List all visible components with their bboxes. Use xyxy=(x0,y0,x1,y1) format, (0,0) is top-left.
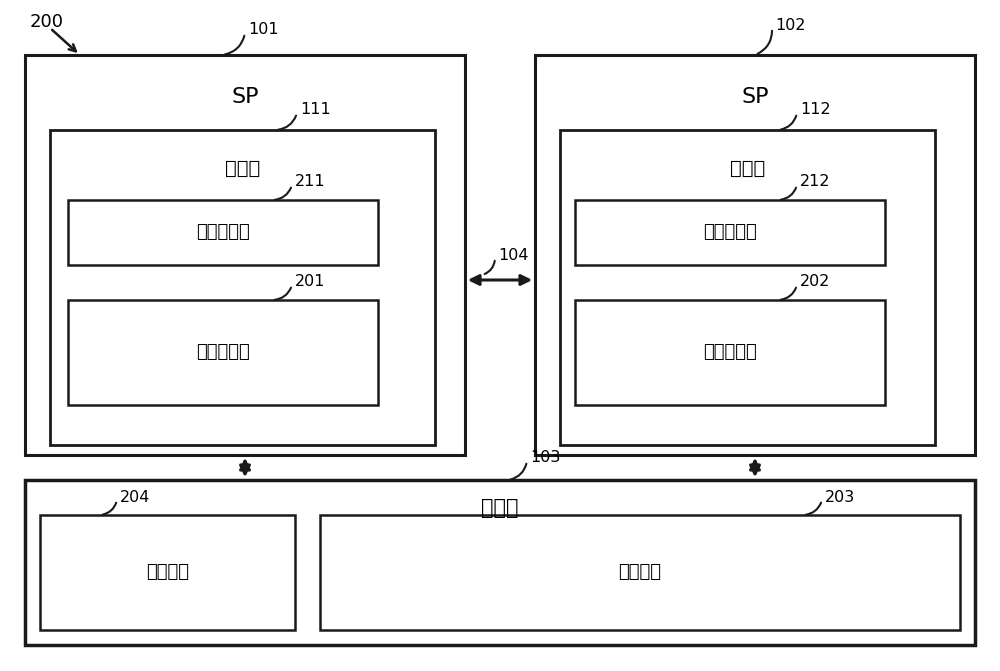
Text: 211: 211 xyxy=(295,174,326,189)
Text: 103: 103 xyxy=(530,450,560,466)
Bar xyxy=(50,130,435,445)
Text: 112: 112 xyxy=(800,103,831,117)
Text: 存储器: 存储器 xyxy=(225,158,260,178)
Text: 203: 203 xyxy=(825,490,855,505)
Text: 212: 212 xyxy=(800,174,830,189)
Text: 工作缓冲器: 工作缓冲器 xyxy=(703,344,757,362)
Bar xyxy=(68,300,378,405)
Bar xyxy=(575,300,885,405)
Text: 204: 204 xyxy=(120,490,150,505)
Text: 102: 102 xyxy=(775,17,806,32)
Bar xyxy=(68,200,378,265)
Bar xyxy=(25,55,465,455)
Text: 临时缓冲器: 临时缓冲器 xyxy=(196,223,250,242)
Text: 101: 101 xyxy=(248,23,279,38)
Text: 工作区域: 工作区域 xyxy=(618,564,662,582)
Bar xyxy=(535,55,975,455)
Bar xyxy=(40,515,295,630)
Text: 202: 202 xyxy=(800,274,830,289)
Text: 存储器: 存储器 xyxy=(730,158,765,178)
Bar xyxy=(25,480,975,645)
Text: 临时缓冲器: 临时缓冲器 xyxy=(703,223,757,242)
Bar xyxy=(575,200,885,265)
Text: 存储盘: 存储盘 xyxy=(481,498,519,518)
Text: 临时区域: 临时区域 xyxy=(146,564,189,582)
Text: 104: 104 xyxy=(498,248,528,262)
Text: 工作缓冲器: 工作缓冲器 xyxy=(196,344,250,362)
Text: 111: 111 xyxy=(300,103,331,117)
Bar xyxy=(320,515,960,630)
Text: SP: SP xyxy=(231,87,259,107)
Text: 201: 201 xyxy=(295,274,326,289)
Bar xyxy=(560,130,935,445)
Text: SP: SP xyxy=(741,87,769,107)
Text: 200: 200 xyxy=(30,13,64,31)
